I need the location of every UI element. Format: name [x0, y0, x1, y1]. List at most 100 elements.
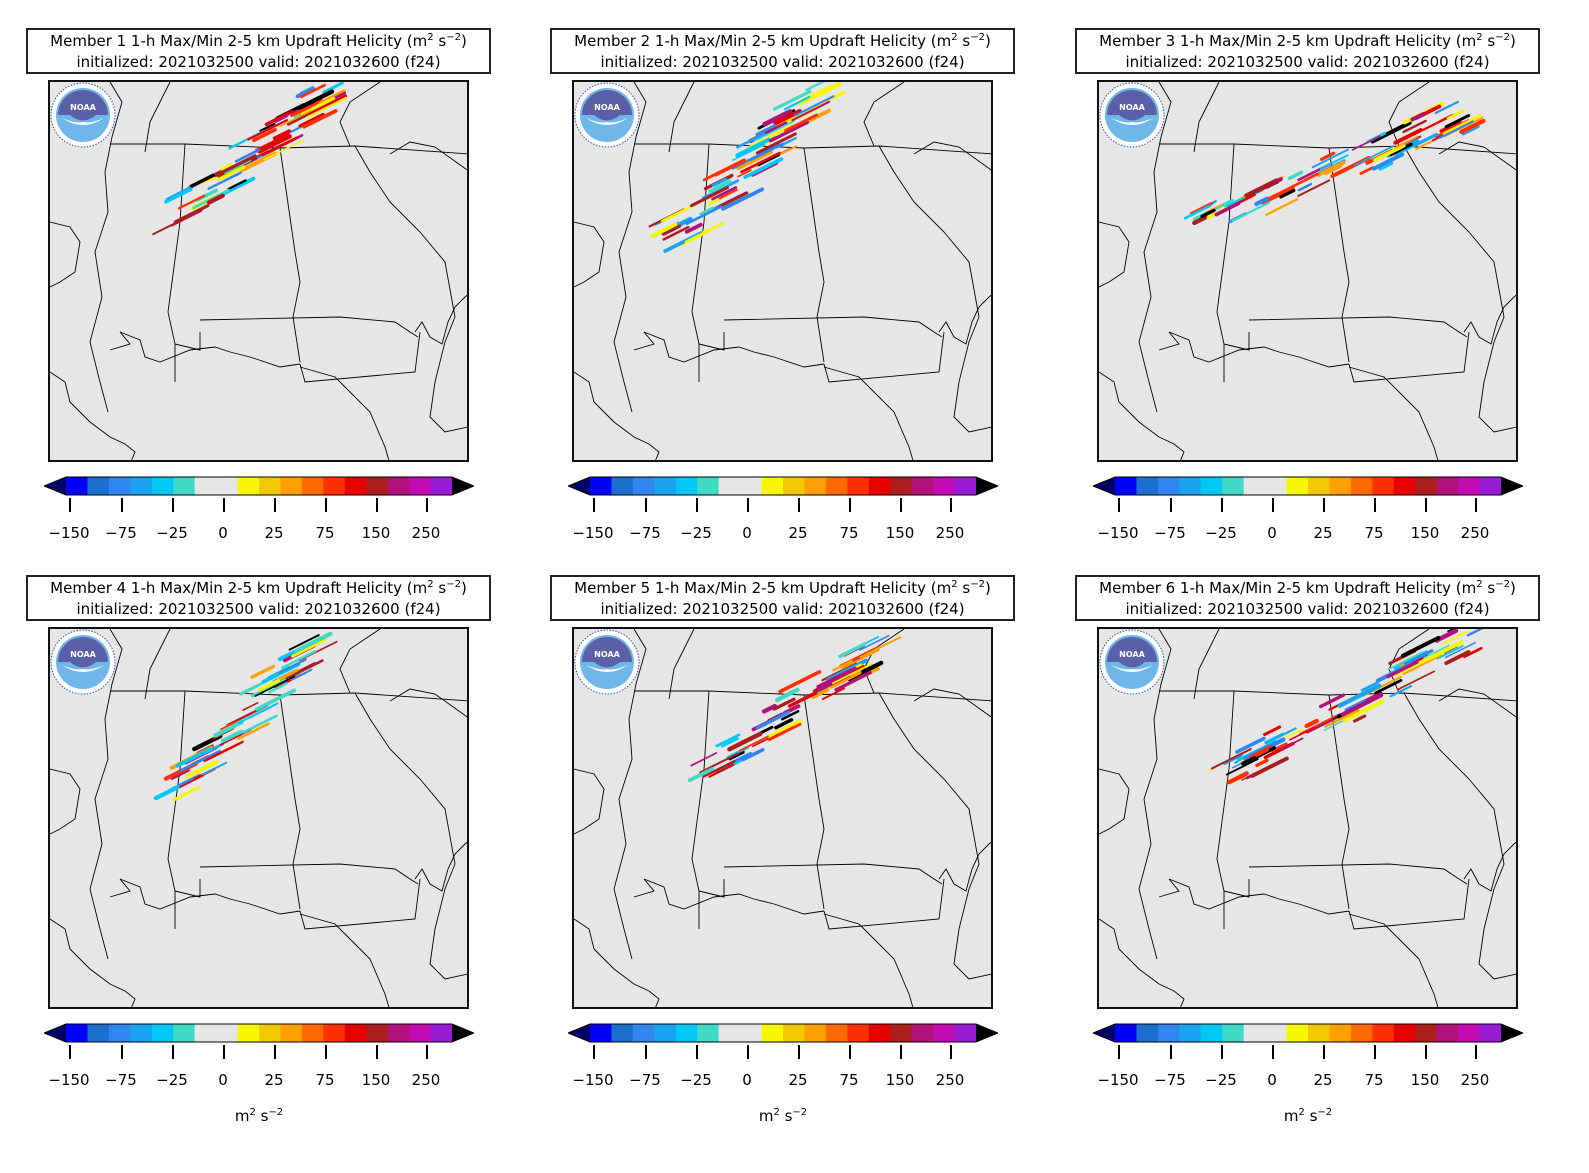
- noaa-logo-icon: NOAA: [574, 82, 640, 148]
- colorbar-tick-label: −75: [1154, 1071, 1186, 1089]
- colorbar-segment: [366, 1024, 389, 1042]
- colorbar-segment: [108, 1024, 131, 1042]
- helicity-swath: [778, 670, 822, 694]
- helicity-swath: [751, 725, 794, 748]
- helicity-swath: [275, 109, 299, 122]
- colorbar-tick-label: 0: [1267, 1071, 1277, 1089]
- colorbar-segment: [151, 477, 174, 495]
- helicity-swath: [736, 150, 773, 171]
- helicity-swath: [732, 143, 766, 161]
- helicity-swath: [252, 127, 277, 143]
- colorbar-segment: [1115, 1024, 1137, 1042]
- colorbar-segment: [868, 477, 891, 495]
- helicity-swath: [1402, 654, 1443, 675]
- helicity-swath: [804, 90, 846, 114]
- helicity-swath: [170, 768, 190, 780]
- helicity-swath: [1403, 649, 1434, 666]
- colorbar-tick-label: −150: [1097, 1071, 1139, 1089]
- colorbar-segment: [783, 1024, 805, 1042]
- panel-title: Member 5 1-h Max/Min 2-5 km Updraft Heli…: [550, 575, 1015, 621]
- colorbar-segment: [130, 1024, 153, 1042]
- helicity-swath: [699, 206, 714, 216]
- colorbar-tick-label: 75: [839, 1071, 859, 1089]
- helicity-swath: [1436, 644, 1464, 660]
- colorbar-segment: [130, 477, 153, 495]
- helicity-swath: [1434, 100, 1459, 115]
- helicity-swath: [1311, 148, 1349, 169]
- colorbar-segment: [697, 477, 720, 495]
- colorbar-tick-mark: [1221, 498, 1223, 512]
- helicity-swath: [1386, 660, 1419, 679]
- helicity-swath: [227, 179, 247, 191]
- colorbar-segment: [1436, 477, 1459, 495]
- helicity-swath: [164, 187, 193, 204]
- state-boundary: [1328, 147, 1350, 363]
- helicity-swath: [767, 722, 802, 742]
- state-boundary: [354, 692, 467, 980]
- state-borders: [574, 629, 991, 1007]
- state-boundary: [633, 878, 825, 915]
- panel-title: Member 1 1-h Max/Min 2-5 km Updraft Heli…: [26, 28, 491, 74]
- helicity-swath: [784, 113, 818, 133]
- state-boundary: [803, 147, 825, 363]
- panel-title: Member 3 1-h Max/Min 2-5 km Updraft Heli…: [1075, 28, 1540, 74]
- colorbar-tick-mark: [1425, 1045, 1427, 1059]
- colorbar-tick-mark: [798, 498, 800, 512]
- colorbar-segment: [911, 1024, 934, 1042]
- helicity-swath: [783, 95, 811, 111]
- colorbar: [44, 476, 474, 496]
- helicity-swath: [1227, 771, 1249, 785]
- helicity-swath: [263, 139, 305, 161]
- state-boundary: [299, 913, 390, 1007]
- colorbar-over-arrow: [976, 1024, 998, 1042]
- colorbar: [1093, 476, 1523, 496]
- state-boundary: [574, 221, 605, 288]
- helicity-swath: [699, 752, 740, 774]
- state-boundary: [1248, 316, 1468, 338]
- state-boundary: [109, 878, 301, 915]
- state-boundary: [698, 879, 725, 898]
- helicity-swath: [237, 702, 279, 724]
- helicity-swath: [737, 169, 752, 178]
- colorbar-segment: [632, 1024, 655, 1042]
- colorbar-tick-mark: [849, 1045, 851, 1059]
- helicity-swath: [1359, 166, 1375, 175]
- title-line2: initialized: 2021032500 valid: 202103260…: [600, 53, 965, 71]
- helicity-swath: [1324, 165, 1343, 176]
- helicity-swath: [1340, 693, 1384, 717]
- state-boundary: [723, 863, 943, 885]
- colorbar-tick-label: −75: [629, 524, 661, 542]
- helicity-swath: [690, 752, 718, 767]
- state-boundary: [299, 331, 421, 383]
- helicity-swath: [735, 135, 776, 158]
- colorbar-tick-label: 0: [218, 1071, 228, 1089]
- helicity-swath: [153, 785, 180, 801]
- colorbar-segment: [87, 1024, 110, 1042]
- helicity-swath: [1289, 172, 1320, 189]
- colorbar: [568, 1023, 998, 1043]
- colorbar: [44, 1023, 474, 1043]
- helicity-swath: [1225, 758, 1259, 776]
- colorbar-tick-mark: [274, 498, 276, 512]
- state-boundary: [1438, 141, 1516, 171]
- colorbar-tick-mark: [798, 1045, 800, 1059]
- map-area: NOAA: [48, 627, 469, 1009]
- colorbar-segment: [611, 477, 634, 495]
- colorbar-tick-mark: [900, 1045, 902, 1059]
- helicity-swath: [1402, 119, 1427, 134]
- helicity-swath: [713, 158, 747, 177]
- helicity-swath: [753, 120, 795, 142]
- helicity-swath: [201, 761, 228, 776]
- helicity-swath: [285, 659, 324, 680]
- helicity-swath: [832, 659, 853, 672]
- helicity-swath: [1279, 188, 1296, 199]
- state-boundary: [1328, 694, 1350, 910]
- colorbar-segment: [280, 477, 303, 495]
- state-boundary: [878, 145, 991, 433]
- helicity-swath: [755, 710, 791, 730]
- state-boundary: [1223, 879, 1250, 898]
- colorbar-segment: [933, 477, 956, 495]
- colorbar-segment: [259, 1024, 281, 1042]
- member-panel: Member 3 1-h Max/Min 2-5 km Updraft Heli…: [1075, 28, 1555, 588]
- colorbar-tick-mark: [1272, 1045, 1274, 1059]
